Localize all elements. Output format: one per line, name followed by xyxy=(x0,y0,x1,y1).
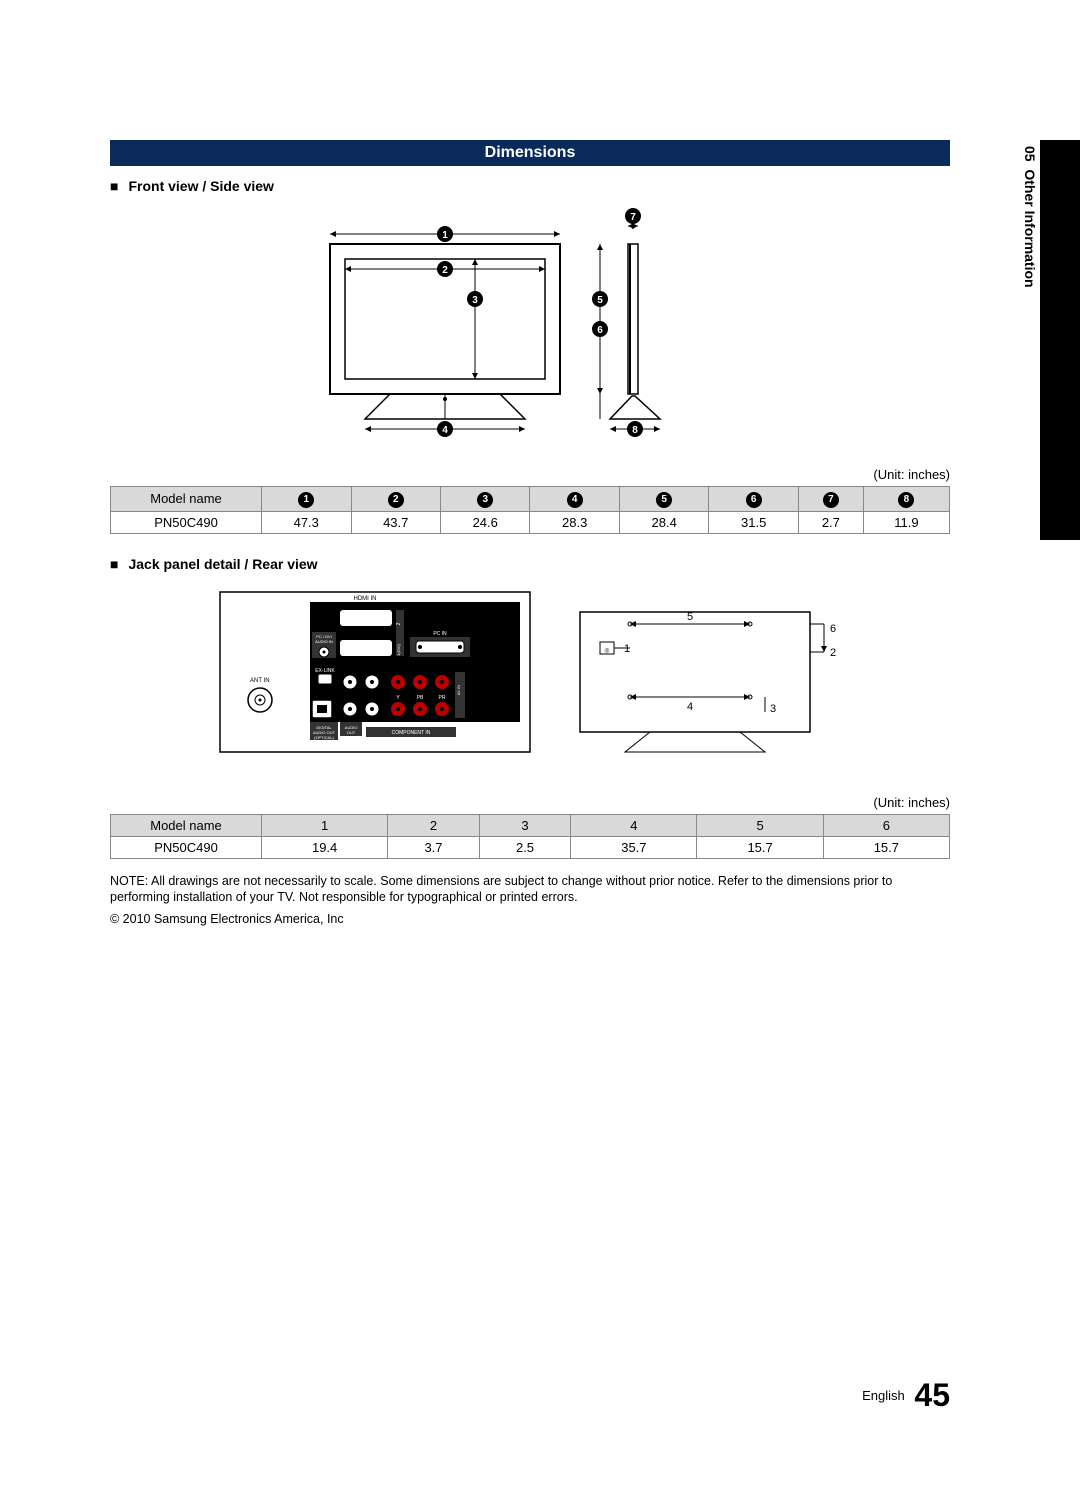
cell: 47.3 xyxy=(262,511,351,533)
front-side-view-title: Front view / Side view xyxy=(110,178,950,194)
svg-text:3: 3 xyxy=(770,703,776,715)
cell: 11.9 xyxy=(863,511,949,533)
cell: 43.7 xyxy=(351,511,440,533)
svg-text:PR: PR xyxy=(439,695,446,701)
cell: 28.3 xyxy=(530,511,619,533)
cell: 2.5 xyxy=(479,836,571,858)
cell: 28.4 xyxy=(619,511,708,533)
svg-text:ANT IN: ANT IN xyxy=(250,678,270,684)
table-row: PN50C490 19.4 3.7 2.5 35.7 15.7 15.7 xyxy=(111,836,950,858)
chapter-number: 05 xyxy=(1022,146,1038,162)
svg-text:(OPTICAL): (OPTICAL) xyxy=(314,735,334,740)
svg-text:OUT: OUT xyxy=(347,730,356,735)
section-header: Dimensions xyxy=(110,140,950,166)
dimensions-table-2: Model name 1 2 3 4 5 6 PN50C490 19.4 3.7… xyxy=(110,814,950,859)
cell-model-2: PN50C490 xyxy=(111,836,262,858)
col-h: 3 xyxy=(479,814,571,836)
jack-panel-title: Jack panel detail / Rear view xyxy=(110,556,950,572)
svg-text:COMPONENT IN: COMPONENT IN xyxy=(392,730,431,736)
svg-text:6: 6 xyxy=(597,325,603,336)
cell: 15.7 xyxy=(823,836,949,858)
jack-panel-diagram: HDMI IN 2 1(DVI) PC / DVI AUDIO IN PC IN… xyxy=(110,582,950,777)
svg-text:PB: PB xyxy=(417,695,424,701)
svg-text:AV IN: AV IN xyxy=(456,684,461,694)
col-h: 6 xyxy=(823,814,949,836)
col-h: 1 xyxy=(262,814,388,836)
cell: 24.6 xyxy=(440,511,529,533)
cell-model: PN50C490 xyxy=(111,511,262,533)
table-row: PN50C490 47.3 43.7 24.6 28.3 28.4 31.5 2… xyxy=(111,511,950,533)
unit-label-1: (Unit: inches) xyxy=(110,467,950,482)
col-4-icon: 4 xyxy=(567,492,583,508)
unit-label-2: (Unit: inches) xyxy=(110,795,950,810)
svg-text:2: 2 xyxy=(396,622,402,625)
svg-text:L – AUDIO – R: L – AUDIO – R xyxy=(372,721,398,726)
front-side-diagram: 1 2 3 4 7 5 6 8 xyxy=(110,204,950,449)
col-3-icon: 3 xyxy=(477,492,493,508)
svg-text:4: 4 xyxy=(687,701,693,713)
copyright-text: © 2010 Samsung Electronics America, Inc xyxy=(110,912,950,926)
svg-text:2: 2 xyxy=(830,647,836,659)
col-h: 5 xyxy=(697,814,823,836)
col-model: Model name xyxy=(150,491,222,506)
footer-page: 45 xyxy=(914,1377,950,1413)
col-5-icon: 5 xyxy=(656,492,672,508)
col-7-icon: 7 xyxy=(823,492,839,508)
dimensions-table-1: Model name 1 2 3 4 5 6 7 8 PN50C490 47.3… xyxy=(110,486,950,534)
note-text: NOTE: All drawings are not necessarily t… xyxy=(110,873,950,907)
svg-text:1: 1 xyxy=(442,230,448,241)
table-header-row: Model name 1 2 3 4 5 6 xyxy=(111,814,950,836)
svg-text:5: 5 xyxy=(597,295,603,306)
col-8-icon: 8 xyxy=(898,492,914,508)
col-2-icon: 2 xyxy=(388,492,404,508)
svg-text:1(DVI): 1(DVI) xyxy=(396,643,401,655)
cell: 31.5 xyxy=(709,511,798,533)
cell: 15.7 xyxy=(697,836,823,858)
svg-text:8: 8 xyxy=(632,425,638,436)
side-tab-text: 05 Other Information xyxy=(1022,146,1038,288)
svg-text:2: 2 xyxy=(442,265,448,276)
svg-text:7: 7 xyxy=(630,212,636,223)
col-6-icon: 6 xyxy=(746,492,762,508)
hdmi-label: HDMI IN xyxy=(354,596,377,602)
svg-text:PC IN: PC IN xyxy=(433,631,447,637)
col-h: 2 xyxy=(388,814,480,836)
cell: 2.7 xyxy=(798,511,863,533)
svg-text:VIDEO: VIDEO xyxy=(436,721,448,726)
cell: 19.4 xyxy=(262,836,388,858)
table-header-row: Model name 1 2 3 4 5 6 7 8 xyxy=(111,487,950,512)
svg-text:◎: ◎ xyxy=(604,648,609,654)
chapter-title: Other Information xyxy=(1022,169,1038,287)
svg-text:6: 6 xyxy=(830,623,836,635)
col-h: 4 xyxy=(571,814,697,836)
svg-text:4: 4 xyxy=(442,425,448,436)
cell: 35.7 xyxy=(571,836,697,858)
col-1-icon: 1 xyxy=(298,492,314,508)
footer-lang: English xyxy=(862,1388,905,1403)
cell: 3.7 xyxy=(388,836,480,858)
col-model-2: Model name xyxy=(150,818,222,833)
svg-text:1: 1 xyxy=(624,643,630,655)
svg-text:EX-LINK: EX-LINK xyxy=(315,668,335,674)
svg-text:AUDIO IN: AUDIO IN xyxy=(315,639,333,644)
svg-text:3: 3 xyxy=(472,295,478,306)
page-content: Dimensions Front view / Side view 1 xyxy=(110,140,950,926)
side-tab-black xyxy=(1040,140,1080,540)
page-footer: English 45 xyxy=(862,1377,950,1414)
svg-text:5: 5 xyxy=(687,611,693,623)
